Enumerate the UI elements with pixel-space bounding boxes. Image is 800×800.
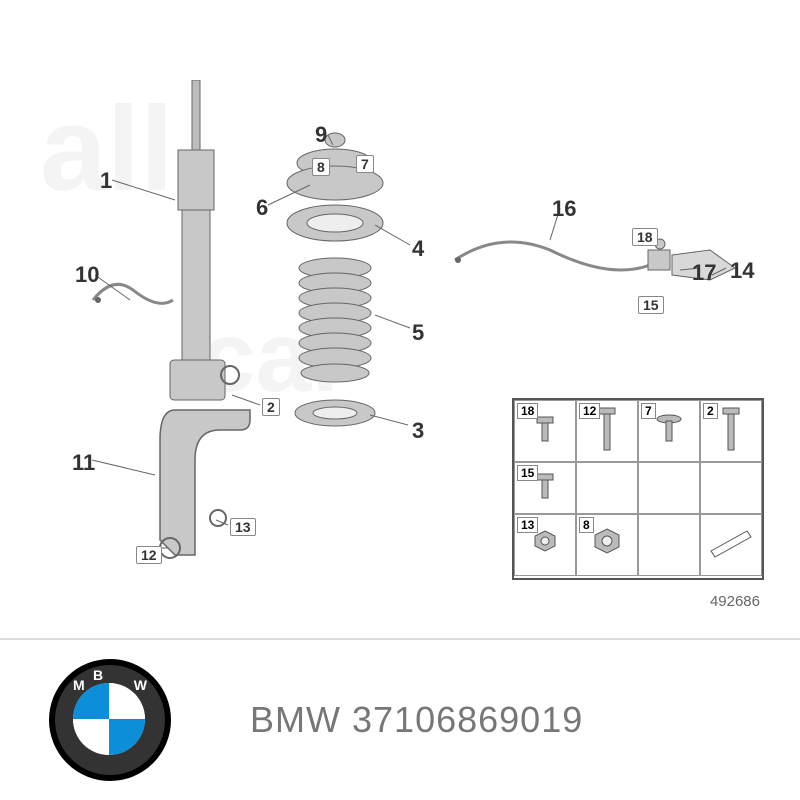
callout-1: 1 xyxy=(100,168,112,194)
hardware-cell xyxy=(700,462,762,514)
callout-5: 5 xyxy=(412,320,424,346)
hardware-cell-number: 2 xyxy=(703,403,718,419)
callout-6: 6 xyxy=(256,195,268,221)
footer: B M W BMW 37106869019 xyxy=(0,640,800,800)
callout-14: 14 xyxy=(730,258,754,284)
callout-16: 16 xyxy=(552,196,576,222)
hardware-cell-number: 15 xyxy=(517,465,538,481)
blank-outline-icon xyxy=(707,523,755,568)
callout-17: 17 xyxy=(692,260,716,286)
callout-15: 15 xyxy=(638,296,664,314)
hardware-cell: 15 xyxy=(514,462,576,514)
hardware-cell xyxy=(576,462,638,514)
hardware-cell-number: 7 xyxy=(641,403,656,419)
diagram-reference-number: 492686 xyxy=(710,593,760,610)
hardware-cell: 7 xyxy=(638,400,700,462)
callout-2: 2 xyxy=(262,398,280,416)
part-number-text: 37106869019 xyxy=(352,699,583,740)
hardware-cell: 13 xyxy=(514,514,576,576)
hardware-cell: 12 xyxy=(576,400,638,462)
callout-3: 3 xyxy=(412,418,424,444)
callout-8: 8 xyxy=(312,158,330,176)
callout-11: 11 xyxy=(72,450,95,476)
hardware-cell-number: 18 xyxy=(517,403,538,419)
hardware-legend-grid: 18 12 7 2 15 13 8 xyxy=(512,398,764,580)
hardware-cell xyxy=(638,514,700,576)
brand-logo: B M W xyxy=(0,640,220,800)
callout-10: 10 xyxy=(75,262,99,288)
hardware-cell-number: 12 xyxy=(579,403,600,419)
callout-13: 13 xyxy=(230,518,256,536)
hardware-cell xyxy=(700,514,762,576)
callout-7: 7 xyxy=(356,155,374,173)
hardware-cell: 2 xyxy=(700,400,762,462)
callout-4: 4 xyxy=(412,236,424,262)
callout-9: 9 xyxy=(315,122,327,148)
hardware-cell: 18 xyxy=(514,400,576,462)
hardware-cell-number: 13 xyxy=(517,517,538,533)
callout-12: 12 xyxy=(136,546,162,564)
part-info: BMW 37106869019 xyxy=(220,699,800,741)
hardware-cell xyxy=(638,462,700,514)
brand-text: BMW xyxy=(250,699,341,740)
hardware-cell-number: 8 xyxy=(579,517,594,533)
callout-18: 18 xyxy=(632,228,658,246)
hardware-cell: 8 xyxy=(576,514,638,576)
